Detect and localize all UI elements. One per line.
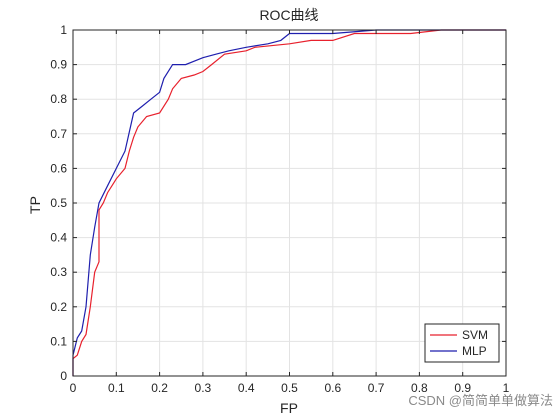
y-axis-label: TP bbox=[27, 196, 43, 214]
y-tick-label: 0.5 bbox=[50, 196, 67, 210]
x-tick-label: 0.4 bbox=[238, 381, 255, 395]
y-tick-label: 0.1 bbox=[50, 334, 67, 348]
x-tick-label: 0.1 bbox=[108, 381, 125, 395]
legend-box bbox=[424, 323, 500, 363]
chart-title: ROC曲线 bbox=[259, 7, 318, 23]
legend-label-svm: SVM bbox=[462, 328, 488, 342]
x-tick-label: 0.3 bbox=[195, 381, 212, 395]
series-line-svm bbox=[72, 29, 506, 376]
series-line-mlp bbox=[72, 29, 506, 376]
watermark-text: CSDN @简简单单做算法 bbox=[408, 393, 553, 408]
y-tick-label: 0 bbox=[60, 369, 67, 383]
y-tick-label: 0.4 bbox=[50, 231, 67, 245]
x-tick-label: 0 bbox=[70, 381, 77, 395]
y-tick-label: 0.9 bbox=[50, 58, 67, 72]
x-tick-label: 0.6 bbox=[324, 381, 341, 395]
x-tick-label: 0.2 bbox=[151, 381, 168, 395]
plot-area: 0 0.1 0.2 0.3 0.4 0.5 0.6 0.7 0.8 0.9 1 0 0.1 0.2 0.3 0… bbox=[50, 23, 509, 395]
y-tick-label: 0.8 bbox=[50, 92, 67, 106]
x-tick-label: 0.5 bbox=[281, 381, 298, 395]
x-tick-label: 0.7 bbox=[368, 381, 385, 395]
y-tick-label: 0.3 bbox=[50, 265, 67, 279]
legend-label-mlp: MLP bbox=[462, 344, 487, 358]
y-tick-label: 0.2 bbox=[50, 300, 67, 314]
legend: SVM MLP bbox=[424, 323, 500, 363]
x-tick-label: 0.8 bbox=[411, 381, 428, 395]
y-tick-label: 0.6 bbox=[50, 161, 67, 175]
y-tick-label: 0.7 bbox=[50, 127, 67, 141]
x-tick-label: 1 bbox=[503, 381, 510, 395]
y-tick-label: 1 bbox=[60, 23, 67, 37]
x-axis-label: FP bbox=[280, 400, 298, 416]
x-tick-label: 0.9 bbox=[454, 381, 471, 395]
